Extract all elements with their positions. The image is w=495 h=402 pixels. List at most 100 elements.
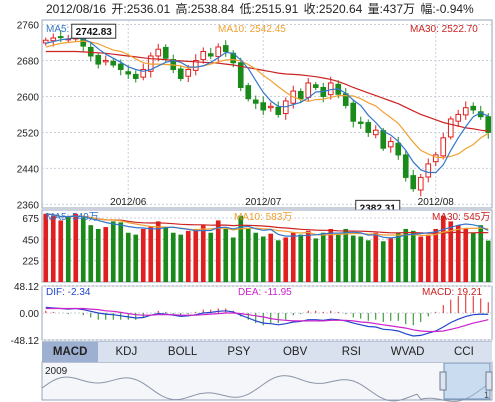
- tab-kdj[interactable]: KDJ: [115, 346, 138, 358]
- volume-bar: [140, 228, 146, 282]
- volume-bar: [155, 221, 161, 282]
- volume-bar: [208, 232, 214, 282]
- price-tick-label: 2360: [17, 200, 40, 211]
- volume-frame: [41, 209, 493, 283]
- volume-ma5-line: [45, 213, 489, 239]
- quote-low: 低:2515.91: [239, 2, 299, 16]
- candle-body: [125, 71, 132, 75]
- volume-bar: [290, 232, 296, 282]
- tab-obv[interactable]: OBV: [282, 346, 308, 358]
- legend-dea: DEA: -11.95: [238, 287, 292, 298]
- legend-ma30: MA30: 2522.70: [410, 24, 478, 35]
- candle-body: [410, 175, 417, 190]
- volume-bar: [335, 234, 341, 282]
- tab-wvad[interactable]: WVAD: [390, 346, 425, 358]
- price-tick-label: 2760: [17, 20, 40, 31]
- candle-body: [350, 102, 357, 122]
- volume-bar: [163, 227, 169, 282]
- legend-volume-ma5: MA5: 549万: [46, 212, 99, 223]
- indicator-tabbar: MACD KDJ BOLL PSY OBV RSI WVAD CCI: [42, 341, 492, 363]
- volume-bar: [110, 221, 116, 282]
- volume-bar: [313, 238, 319, 282]
- volume-bar: [350, 235, 356, 282]
- candle-body: [155, 48, 162, 57]
- price-tick-label: 2600: [17, 92, 40, 103]
- candle-body: [275, 106, 282, 115]
- legend-dif: DIF: -2.34: [46, 287, 91, 298]
- date-label: 2012/08: [418, 197, 455, 208]
- candle-body: [110, 60, 117, 66]
- candle-body: [380, 130, 387, 149]
- volume-bar: [320, 232, 326, 282]
- quote-high: 高:2538.84: [175, 2, 235, 16]
- candle-body: [177, 68, 184, 79]
- price-panel: 2760 2680 2600 2520 2440 2360 2012/06 2012/07 20…: [17, 19, 493, 215]
- volume-bar: [43, 213, 49, 282]
- tab-macd[interactable]: MACD: [42, 342, 99, 362]
- navigator-right-handle[interactable]: [485, 371, 493, 391]
- quote-header: 2012/08/16 开:2536.01 高:2538.84 低:2515.91…: [46, 0, 476, 18]
- macd-panel: 48.12 0.00 -48.12 DIF: -2.34 DEA: -11.95 MACD…: [11, 282, 493, 347]
- navigator-year-label: 2009: [45, 366, 68, 377]
- navigator-overview-line: [41, 375, 493, 402]
- navigator-panel: 2009 1: [41, 361, 493, 402]
- volume-bar: [283, 237, 289, 282]
- candle-body: [470, 105, 477, 111]
- volume-bar: [238, 215, 244, 282]
- candle-body: [192, 59, 199, 71]
- macd-tick-label: 0.00: [20, 309, 40, 320]
- legend-volume-ma30: MA30: 545万: [432, 212, 490, 223]
- volume-bar: [388, 238, 394, 282]
- candle-body: [117, 63, 124, 70]
- volume-bar: [253, 232, 259, 282]
- volume-tick-label: 225: [22, 257, 39, 268]
- price-tick-label: 2520: [17, 128, 40, 139]
- volume-bar: [65, 216, 71, 282]
- volume-bar: [223, 228, 229, 282]
- candle-body: [402, 154, 409, 178]
- volume-bar: [470, 232, 476, 282]
- volume-bar: [463, 228, 469, 282]
- quote-volume: 量:437万: [367, 2, 416, 16]
- extreme-box: [71, 23, 117, 39]
- tab-psy[interactable]: PSY: [227, 346, 251, 358]
- quote-date: 2012/08/16: [46, 2, 107, 16]
- candle-body: [365, 122, 372, 133]
- tab-boll[interactable]: BOLL: [167, 346, 198, 358]
- candle-body: [327, 82, 334, 96]
- navigator-frame: [41, 361, 493, 401]
- volume-bar: [395, 232, 401, 282]
- volume-bar: [148, 226, 154, 282]
- price-tick-label: 2440: [17, 164, 40, 175]
- volume-bar: [403, 228, 409, 282]
- volume-tick-label: 450: [22, 235, 39, 246]
- ma30-line: [45, 50, 489, 132]
- volume-bar: [455, 225, 461, 282]
- volume-bar: [418, 236, 424, 282]
- macd-tick-label: -48.12: [11, 336, 40, 347]
- tab-cci[interactable]: CCI: [453, 346, 474, 358]
- volume-bar: [50, 215, 56, 282]
- candle-body: [50, 37, 57, 42]
- date-label: 2012/07: [245, 197, 282, 208]
- volume-bar: [373, 232, 379, 282]
- volume-bar: [193, 228, 199, 282]
- volume-bar: [425, 234, 431, 282]
- dea-line: [45, 307, 489, 333]
- legend-volume-ma10: MA10: 583万: [234, 212, 292, 223]
- candle-body: [455, 113, 462, 122]
- navigator-left-handle[interactable]: [439, 371, 447, 391]
- candle-body: [440, 137, 447, 157]
- candle-body: [432, 154, 439, 163]
- volume-bar: [170, 232, 176, 282]
- candle-body: [357, 121, 364, 124]
- candle-body: [267, 105, 274, 109]
- candle-body: [102, 59, 109, 63]
- candle-body: [417, 176, 424, 191]
- extreme-label: 2742.83: [76, 27, 113, 38]
- tab-rsi[interactable]: RSI: [341, 346, 361, 358]
- volume-bar: [200, 225, 206, 282]
- quote-close: 收:2520.64: [303, 2, 363, 16]
- volume-bar: [433, 228, 439, 282]
